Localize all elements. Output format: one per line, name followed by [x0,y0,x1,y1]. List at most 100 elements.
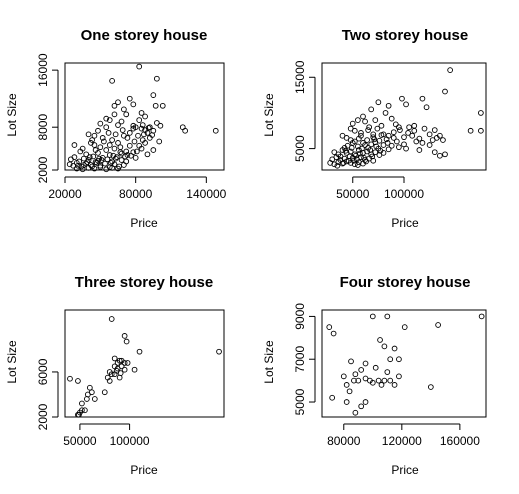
data-point [138,125,145,132]
data-point [115,122,121,128]
data-point [387,377,394,384]
data-point [212,127,219,134]
data-point [396,124,402,131]
data-point [357,150,363,157]
data-point [80,162,87,168]
data-point [149,132,156,138]
x-axis-label: Price [130,216,158,230]
data-point [372,149,379,156]
data-point [381,343,388,350]
y-tick-label: 8000 [36,114,50,141]
x-tick-label: 50000 [63,434,97,448]
data-point [337,153,344,160]
data-point [115,140,121,146]
data-point [109,77,115,84]
data-point [108,160,114,166]
data-point [130,101,137,108]
data-point [117,149,124,156]
data-point [355,162,361,168]
data-point [82,407,88,414]
data-point [409,132,416,139]
data-point [478,313,485,320]
data-point [391,382,398,388]
data-point [405,130,411,136]
data-point [111,145,118,152]
data-point [373,143,380,150]
data-point [348,145,355,151]
data-point [419,95,426,102]
data-point [110,152,117,159]
data-point [136,63,143,70]
data-point [411,127,418,134]
data-point [106,378,113,384]
data-point [159,102,166,109]
data-point [97,144,104,151]
data-point [356,147,362,153]
data-point [372,117,379,123]
data-point [111,111,118,118]
data-point [136,348,143,355]
data-point [392,121,399,128]
data-point [118,150,125,157]
data-point [401,141,407,148]
data-point [431,149,438,156]
data-point [126,95,133,102]
data-point [144,151,151,158]
data-point [108,371,115,378]
data-point [429,137,436,143]
data-point [403,101,409,108]
data-point [71,154,78,161]
data-point [396,356,402,363]
data-point [426,142,433,148]
data-point [364,137,370,143]
x-tick-label: 100000 [110,434,150,448]
data-point [352,409,359,416]
y-tick-label: 9000 [293,303,307,330]
data-point [103,166,110,173]
y-tick-label: 16000 [36,53,50,87]
y-axis-label: Lot Size [5,93,19,137]
data-point [126,130,133,136]
panel-two-storey: Two storey house Price Lot Size 50000 100… [262,27,487,230]
data-point [467,127,474,134]
panel-one-storey: One storey house Price Lot Size 20000 800… [5,27,227,230]
data-point [419,140,426,146]
data-point [371,136,378,143]
data-point [358,154,364,161]
data-point [378,132,385,138]
data-point [116,357,123,364]
data-point [358,132,364,139]
data-point [340,160,347,166]
data-point [362,118,368,125]
data-point [427,384,434,390]
chart-title: Four storey house [340,274,471,291]
data-point [384,313,391,320]
data-point [358,403,365,410]
data-point [406,124,412,131]
data-point [130,125,137,132]
x-axis-label: Price [130,463,158,477]
data-point [359,145,365,152]
data-point [73,160,80,166]
data-point [139,122,146,128]
data-point [396,373,402,380]
data-point [362,360,369,367]
data-point [118,118,125,125]
data-point [132,155,139,161]
data-point [374,125,381,132]
data-point [123,111,130,118]
data-point [346,153,353,160]
data-point [390,135,397,141]
data-point [401,134,407,141]
plot-frame [321,62,487,171]
data-point [103,115,110,122]
data-point [97,164,104,170]
y-axis-label: Lot Size [5,340,19,384]
data-point [387,356,394,363]
data-point [91,132,98,139]
data-point [366,124,373,131]
data-point [104,156,111,163]
data-point [426,131,433,138]
x-tick-label: 140000 [186,187,226,201]
